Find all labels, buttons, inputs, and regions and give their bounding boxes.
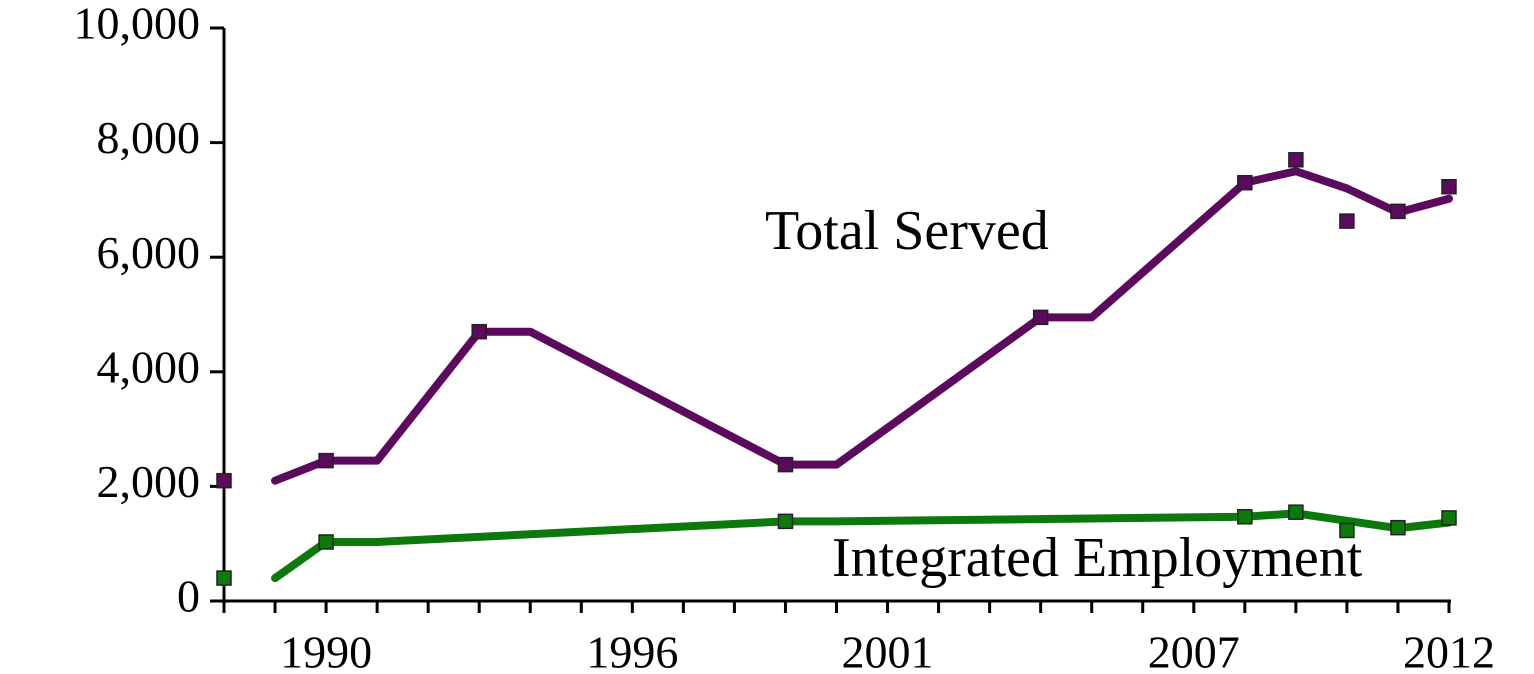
data-point <box>1288 152 1304 168</box>
y-tick-label: 6,000 <box>97 227 201 278</box>
y-tick-label: 8,000 <box>97 112 201 163</box>
data-point <box>1390 203 1406 220</box>
x-tick-label: 2012 <box>1403 627 1495 674</box>
data-point <box>1032 309 1049 326</box>
x-tick-label: 2001 <box>842 627 934 674</box>
data-point <box>1390 519 1406 536</box>
data-point <box>1441 510 1457 526</box>
data-point <box>1237 174 1253 191</box>
data-point <box>777 513 794 530</box>
y-tick-label: 2,000 <box>97 456 201 507</box>
series-line <box>271 509 1453 583</box>
x-tick-label: 1990 <box>280 627 372 674</box>
data-point <box>318 534 334 550</box>
y-tick-label: 4,000 <box>97 341 201 392</box>
y-tick-label: 0 <box>177 571 200 622</box>
data-point <box>216 570 232 586</box>
series-line <box>271 167 1453 485</box>
data-point <box>1339 213 1355 229</box>
series-label: Integrated Employment <box>832 527 1363 589</box>
data-point <box>1441 178 1457 195</box>
x-tick-label: 1996 <box>586 627 678 674</box>
data-point <box>1339 522 1355 539</box>
x-tick-label: 2007 <box>1148 627 1240 674</box>
y-tick-label: 10,000 <box>74 0 201 49</box>
data-point <box>777 456 794 473</box>
data-point <box>318 452 334 469</box>
series-label: Total Served <box>765 200 1049 262</box>
data-point <box>216 472 232 489</box>
data-point <box>471 323 487 340</box>
data-point <box>1288 504 1304 520</box>
data-point <box>1237 509 1253 525</box>
